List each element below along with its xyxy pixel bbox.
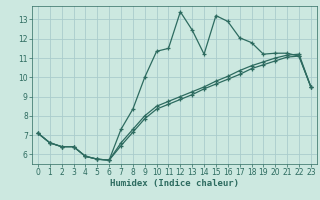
X-axis label: Humidex (Indice chaleur): Humidex (Indice chaleur) [110, 179, 239, 188]
